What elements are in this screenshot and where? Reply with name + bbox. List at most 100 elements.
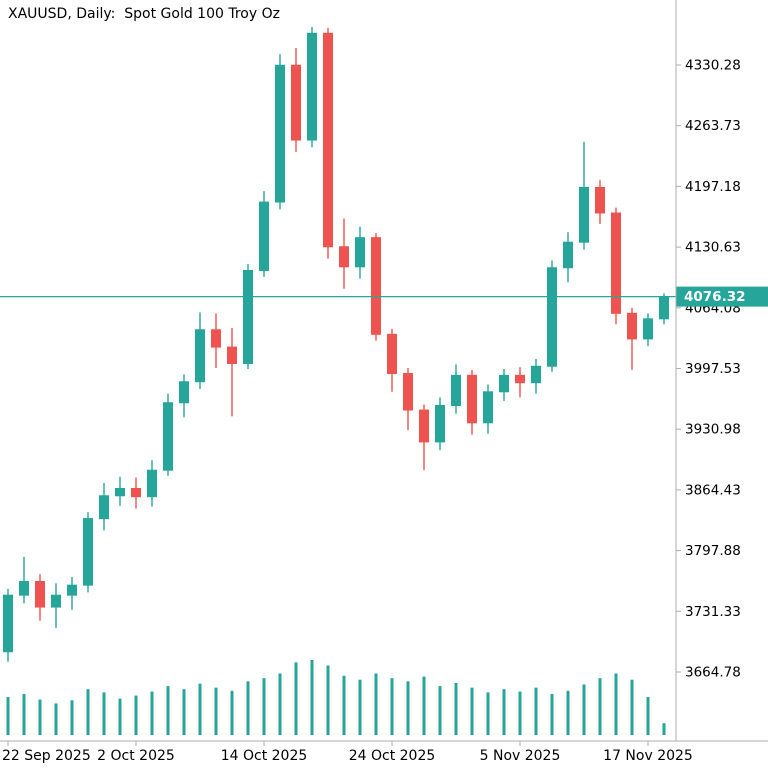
volume-bar: [406, 681, 410, 735]
current-price-badge-label: 4076.32: [684, 289, 746, 305]
candle-body: [275, 64, 285, 203]
candle-body: [291, 64, 301, 141]
candle-body: [611, 212, 621, 314]
candle-body: [51, 594, 61, 608]
volume-bar: [374, 673, 378, 735]
volume-bar: [582, 684, 586, 735]
volume-bar: [182, 689, 186, 735]
volume-bar: [214, 687, 218, 735]
volume-bar: [326, 665, 330, 735]
candle-body: [371, 237, 381, 335]
candle-body: [355, 237, 365, 268]
volume-bar: [262, 678, 266, 735]
price-axis-label: 4197.18: [685, 179, 741, 195]
volume-bar: [22, 693, 26, 735]
candle-body: [35, 581, 45, 608]
volume-bar: [566, 690, 570, 735]
candle-body: [547, 267, 557, 367]
volume-bar: [486, 692, 490, 735]
candle-body: [339, 246, 349, 268]
chart-title: XAUUSD, Daily: Spot Gold 100 Troy Oz: [8, 6, 280, 22]
volume-bar: [70, 700, 74, 735]
volume-bar: [598, 678, 602, 735]
candle-body: [403, 373, 413, 411]
volume-bar: [102, 692, 106, 735]
volume-bar: [630, 679, 634, 735]
price-axis-label: 3797.88: [685, 543, 741, 559]
volume-bar: [534, 687, 538, 735]
candle-body: [451, 374, 461, 406]
candle-body: [19, 581, 29, 596]
price-axis-label: 4330.28: [685, 58, 741, 74]
candle-body: [195, 329, 205, 383]
candle-body: [579, 186, 589, 243]
candle-body: [483, 391, 493, 424]
volume-bar: [166, 686, 170, 735]
current-price-badge: [676, 286, 768, 307]
candle-body: [243, 269, 253, 365]
volume-bar: [454, 682, 458, 735]
candle-body: [163, 402, 173, 471]
volume-bar: [662, 723, 666, 735]
candle-body: [467, 374, 477, 424]
candle-body: [435, 404, 445, 443]
candle-body: [259, 201, 269, 271]
price-axis-label: 3664.78: [685, 665, 741, 681]
volume-bar: [294, 662, 298, 735]
candle-body: [307, 32, 317, 141]
price-axis-label: 3731.33: [685, 604, 741, 620]
volume-bar: [470, 687, 474, 735]
volume-bar: [230, 690, 234, 735]
candle-body: [211, 329, 221, 348]
price-axis-label: 4130.63: [685, 240, 741, 256]
candle-body: [3, 594, 13, 653]
date-axis-label: 14 Oct 2025: [221, 748, 308, 764]
date-axis-label: 2 Oct 2025: [97, 748, 175, 764]
volume-bar: [86, 689, 90, 735]
candle-body: [323, 32, 333, 248]
candle-body: [659, 296, 669, 320]
volume-bar: [150, 691, 154, 735]
candle-body: [99, 495, 109, 520]
volume-bar: [390, 678, 394, 735]
volume-bar: [310, 660, 314, 735]
candle-body: [147, 469, 157, 498]
volume-bar: [118, 698, 122, 735]
volume-bar: [198, 683, 202, 735]
volume-bar: [518, 691, 522, 735]
volume-bar: [502, 689, 506, 735]
date-axis-label: 22 Sep 2025: [2, 748, 91, 764]
candle-body: [643, 318, 653, 340]
volume-bar: [550, 693, 554, 735]
candle-body: [515, 374, 525, 384]
volume-bar: [358, 679, 362, 735]
candle-body: [627, 312, 637, 340]
volume-bar: [614, 673, 618, 735]
date-axis-label: 24 Oct 2025: [349, 748, 436, 764]
candle-body: [67, 584, 77, 596]
price-axis-label: 3864.43: [685, 482, 741, 498]
volume-bar: [342, 675, 346, 735]
candle-body: [83, 518, 93, 586]
price-axis-label: 4263.73: [685, 118, 741, 134]
candle-body: [563, 241, 573, 269]
candle-body: [115, 487, 125, 497]
volume-bar: [422, 676, 426, 735]
volume-bar: [54, 703, 58, 735]
candle-body: [387, 333, 397, 375]
volume-bar: [134, 695, 138, 735]
volume-bar: [438, 686, 442, 735]
candle-body: [499, 374, 509, 393]
candle-body: [131, 487, 141, 498]
candle-body: [595, 186, 605, 214]
volume-bar: [246, 681, 250, 735]
volume-bar: [278, 673, 282, 735]
volume-bar: [6, 697, 10, 735]
candle-body: [531, 365, 541, 384]
date-axis-label: 5 Nov 2025: [480, 748, 561, 764]
candle-body: [227, 346, 237, 365]
date-axis-label: 17 Nov 2025: [603, 748, 693, 764]
